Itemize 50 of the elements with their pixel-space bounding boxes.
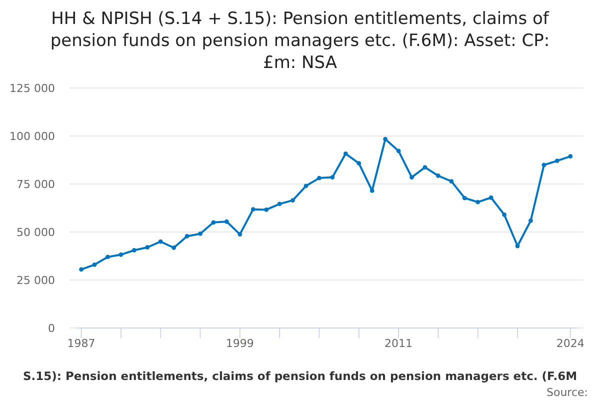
point bbox=[410, 175, 414, 180]
point bbox=[383, 136, 388, 142]
y-tick-label: 0 bbox=[48, 322, 55, 335]
point bbox=[356, 161, 362, 166]
point bbox=[449, 179, 454, 184]
point bbox=[488, 195, 494, 200]
point bbox=[290, 198, 295, 203]
x-tick-label: 1999 bbox=[226, 337, 254, 350]
point bbox=[145, 245, 150, 250]
point bbox=[118, 252, 124, 257]
text: S.15): Pension entitlements, claims of pension funds on pension managers etc. (F.6M bbox=[22, 369, 578, 383]
point bbox=[79, 267, 84, 272]
point bbox=[158, 239, 163, 244]
point bbox=[238, 232, 242, 237]
point bbox=[317, 176, 322, 180]
point bbox=[568, 154, 573, 159]
point bbox=[277, 202, 282, 206]
point bbox=[370, 188, 374, 193]
point bbox=[211, 220, 216, 225]
point bbox=[184, 234, 190, 238]
point bbox=[92, 262, 97, 267]
point bbox=[502, 212, 506, 217]
source-note: Source: bbox=[546, 386, 588, 399]
x-tick-label: 1987 bbox=[67, 337, 96, 350]
point bbox=[224, 219, 229, 224]
point bbox=[330, 175, 335, 180]
point bbox=[172, 246, 176, 250]
point bbox=[304, 184, 308, 188]
point bbox=[396, 148, 401, 154]
point bbox=[528, 218, 533, 223]
point bbox=[476, 200, 480, 204]
y-tick-label: 125 000 bbox=[10, 82, 55, 95]
point bbox=[132, 248, 136, 252]
point bbox=[343, 151, 348, 156]
point bbox=[106, 254, 110, 260]
x-tick-label: 2024 bbox=[556, 337, 584, 350]
point bbox=[198, 232, 202, 236]
y-tick-label: 75 000 bbox=[16, 178, 55, 191]
x-tick-label: 2011 bbox=[384, 337, 413, 350]
y-tick-label: 100 000 bbox=[10, 130, 55, 143]
point bbox=[542, 162, 546, 168]
point bbox=[250, 207, 256, 212]
point bbox=[462, 196, 467, 200]
y-tick-label: 50 000 bbox=[16, 226, 55, 239]
point bbox=[554, 158, 560, 163]
y-tick-label: 25 000 bbox=[16, 274, 55, 287]
point bbox=[436, 174, 440, 178]
point bbox=[264, 208, 269, 212]
chart-title: HH & NPISH (S.14 + S.15): Pension entitlements, claims of pension funds on pension managers etc. (F.6M): Asset: CP: £m: NSA bbox=[50, 9, 550, 73]
point bbox=[422, 165, 428, 170]
